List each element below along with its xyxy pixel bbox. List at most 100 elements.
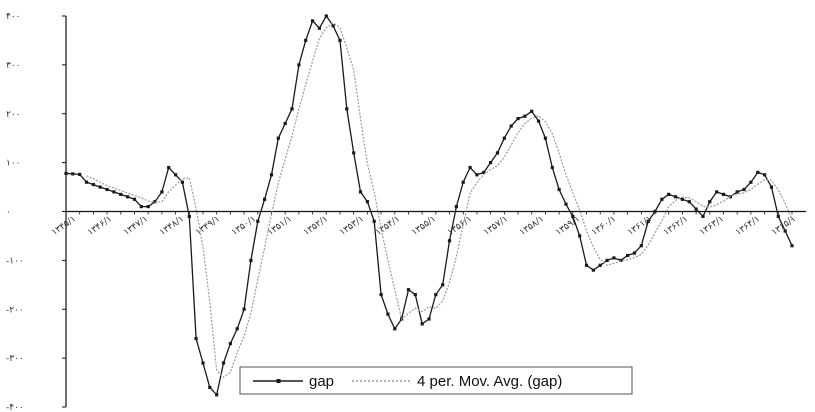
gap-point [495,151,500,155]
gap-point [406,288,411,292]
legend-box [239,366,633,395]
x-tick-label: ۱۳۵۹/۱ [554,214,582,238]
gap-point [91,183,95,187]
gap-point [626,253,630,258]
gap-point [235,327,239,331]
gap-point [454,205,458,209]
gap-point [584,263,589,267]
gap-point [749,180,753,184]
gap-point [105,187,109,192]
gap-point [269,173,274,177]
gap-point [468,165,472,170]
gap-point [132,197,137,201]
gap-point [71,172,75,176]
gap-point [502,136,506,140]
gap-point [413,293,417,297]
gap-point [194,337,198,341]
gap-point [687,200,691,204]
gap-point [187,214,191,218]
gap-point [742,187,746,192]
gap-point [557,187,561,192]
gap-point [605,258,609,262]
x-axis: ۱۳۴۵/۱ ۱۳۴۶/۱ ۱۳۴۷/۱ ۱۳۴۸/۱ ۱۳۴۹/۱ ۱۳۵۰/۱ ۱۳۵۱… [50,210,806,238]
gap-point [735,190,739,194]
gap-point [708,200,712,204]
gap-point [393,327,397,331]
gap-point [680,197,684,201]
gap-point [783,229,787,233]
y-tick-label: ۰ [6,208,11,218]
gap-point [639,244,643,248]
gap-point [756,170,760,174]
gap-point [674,195,678,199]
gap-point [701,214,705,218]
gap-point [715,190,719,194]
gap-point [591,268,595,272]
x-tick-label: ۱۳۶۰/۱ [590,214,618,238]
x-tick-label: ۱۳۴۶/۱ [86,214,114,238]
x-tick-label: ۱۳۶۵/۱ [770,214,798,238]
gap-point [215,393,219,397]
gap-point [290,107,294,111]
gap-point [447,239,452,243]
gap-point [249,258,253,262]
gap-point [276,136,280,140]
gap-point [578,234,582,238]
gap-point [543,136,547,140]
x-tick-label: ۱۳۶۴/۱ [734,214,762,238]
gap-point [358,190,363,194]
gap-point [297,63,301,67]
gap-point [263,197,267,201]
gap-point [523,114,527,118]
x-tick-label: ۱۳۶۱/۱ [626,214,654,238]
series-moving-average-line [86,22,793,378]
x-tick-label: ۱۳۴۵/۱ [50,214,78,238]
gap-point [763,173,767,177]
legend-ma-label: 4 per. Mov. Avg. (gap) [417,373,562,390]
y-tick-label: ۱۰۰ [6,159,21,169]
gap-point [365,200,369,204]
gap-point [221,361,226,365]
gap-point [571,214,575,218]
y-axis: -۴۰۰ -۳۰۰ -۲۰۰ -۱۰۰ ۰ ۱۰۰ ۲۰۰ ۳۰۰ ۴۰۰ [6,12,67,412]
y-tick-label: ۴۰۰ [6,12,21,22]
gap-point [311,19,315,23]
gap-point [126,195,130,199]
x-tick-label: ۱۳۵۰/۱ [230,214,258,238]
y-tick-label: -۱۰۰ [6,256,24,266]
gap-point [632,251,637,255]
gap-point [304,38,308,42]
x-tick-label: ۱۳۶۲/۱ [662,214,690,238]
gap-point [461,180,465,184]
gap-point [160,190,164,194]
gap-point [256,219,260,223]
gap-point [338,38,342,42]
gap-point [242,307,246,311]
gap-point [776,214,780,218]
gap-point [180,180,184,184]
legend-gap-label: gap [309,373,334,390]
x-tick-label: ۱۳۵۳/۱ [338,214,366,238]
gap-point [64,171,68,175]
gap-point [509,124,513,128]
gap-point [372,219,376,223]
x-tick-label: ۱۳۵۵/۱ [410,214,438,238]
gap-point [174,173,178,177]
gap-point [482,170,486,174]
gap-point [646,219,650,223]
gap-point [667,192,671,196]
gap-point [139,205,143,209]
gap-point [352,151,356,155]
x-tick-label: ۱۳۵۲/۱ [302,214,330,238]
y-tick-label: -۳۰۰ [6,354,24,364]
gap-point [790,244,794,248]
gap-point [598,263,602,267]
gap-point [721,192,726,196]
gap-point [660,197,664,201]
legend: gap 4 per. Mov. Avg. (gap) [239,366,633,395]
y-tick-label: ۳۰۰ [6,61,21,71]
gap-point [537,119,541,123]
gap-point [427,317,431,321]
gap-point [283,121,287,126]
